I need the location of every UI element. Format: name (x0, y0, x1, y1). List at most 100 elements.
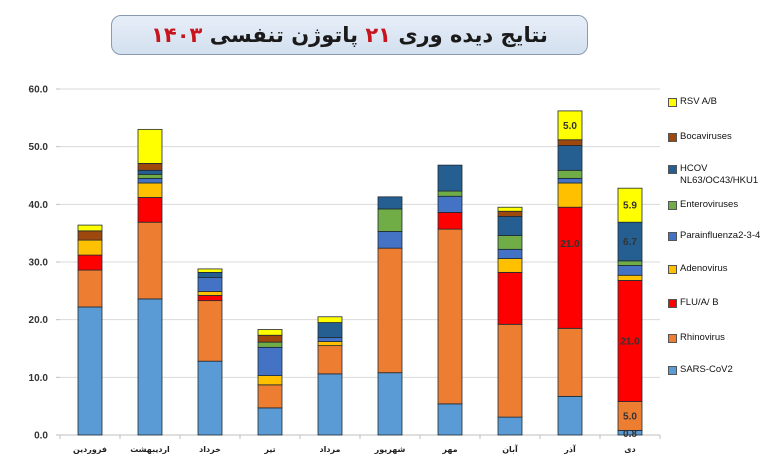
data-label: 21.0 (620, 337, 640, 348)
bar-segment (137, 182, 163, 198)
bar-segment (557, 145, 583, 171)
bar-segment (257, 384, 283, 409)
bar-segment (557, 139, 583, 146)
bar-segment (197, 360, 223, 436)
bar-segment (137, 177, 163, 184)
bar-segment (317, 316, 343, 323)
bar-segment (437, 195, 463, 213)
data-label: 21.0 (560, 239, 580, 250)
data-label: 5.9 (623, 201, 637, 212)
bar-segment (437, 164, 463, 192)
x-category-label: مرداد (320, 445, 341, 454)
chart-title-banner: نتایج دیده وری ۲۱ پاتوژن تنفسی ۱۴۰۳ (111, 15, 588, 55)
bar-segment (317, 345, 343, 375)
bar-segment (557, 182, 583, 208)
legend-item: RSV A/B (668, 96, 717, 108)
bar-segment (77, 230, 103, 241)
legend-swatch (668, 98, 677, 107)
bar-segment (557, 206, 583, 329)
data-label: 5.0 (623, 411, 637, 422)
bar-segment (617, 274, 643, 281)
y-tick-label: 0.0 (34, 431, 48, 442)
x-category-label: فروردین (73, 445, 107, 454)
legend-item: Parainfluenza2-3-4 (668, 230, 760, 242)
bar-segment (437, 190, 463, 197)
bar-segment (377, 247, 403, 374)
y-tick-label: 30.0 (29, 258, 49, 269)
bar-segment (497, 248, 523, 259)
bar-segment (497, 206, 523, 212)
bar-segment (137, 162, 163, 171)
bar-segment (77, 269, 103, 308)
bar-segment (77, 306, 103, 436)
bar-segment (317, 322, 343, 338)
bar-segment (497, 323, 523, 418)
bar-segment (437, 403, 463, 436)
legend-item: SARS-CoV2 (668, 364, 733, 376)
legend-label: FLU/A/ B (680, 297, 719, 308)
bar-segment (437, 228, 463, 405)
bar-segment (257, 341, 283, 348)
bar-segment (257, 329, 283, 336)
data-label: 0.8 (623, 429, 637, 440)
bar-segment (497, 216, 523, 236)
legend-item: Adenovirus (668, 263, 728, 275)
bar-segment (617, 265, 643, 276)
y-tick-label: 60.0 (29, 85, 49, 96)
legend-swatch (668, 232, 677, 241)
bar-segment (377, 231, 403, 249)
legend-label: Adenovirus (680, 263, 728, 274)
legend-label: RSV A/B (680, 96, 717, 107)
x-category-label: تیر (263, 445, 275, 454)
bar-segment (77, 224, 103, 232)
bar-segment (557, 177, 583, 184)
bar-segment (197, 291, 223, 296)
bar-segment (557, 169, 583, 179)
bar-segment (77, 239, 103, 256)
bar-segment (437, 212, 463, 230)
bar-segment (77, 254, 103, 271)
x-category-label: شهریور (374, 445, 406, 454)
bar-segment (497, 210, 523, 217)
legend-item: HCOV NL63/OC43/HKU1 (668, 163, 758, 187)
x-category-label: آبان (502, 444, 518, 454)
bar-segment (617, 221, 643, 262)
bar-segment (137, 221, 163, 300)
bar-segment (137, 169, 163, 175)
x-category-label: دی (624, 445, 635, 454)
title-part-2: پاتوژن تنفسی (209, 23, 359, 47)
legend-swatch (668, 165, 677, 174)
bar-segment (197, 277, 223, 292)
title-part-1: نتایج دیده وری (398, 23, 548, 47)
y-tick-label: 10.0 (29, 373, 49, 384)
x-category-label: آذر (563, 444, 576, 454)
legend-item: FLU/A/ B (668, 297, 719, 309)
bar-segment (377, 208, 403, 232)
bar-segment (257, 407, 283, 436)
bar-segment (257, 346, 283, 377)
bar-segment (497, 258, 523, 273)
data-label: 6.7 (623, 237, 637, 248)
bar-segment (377, 196, 403, 210)
bar-segment (197, 295, 223, 302)
data-label: 5.0 (563, 121, 577, 132)
bar-segment (317, 373, 343, 436)
bar-segment (377, 372, 403, 436)
bar-segment (257, 375, 283, 386)
legend-label: SARS-CoV2 (680, 364, 733, 375)
x-category-label: اردیبهشت (130, 445, 170, 454)
bar-segment (137, 173, 163, 179)
bar-segment (557, 395, 583, 436)
y-tick-label: 20.0 (29, 315, 49, 326)
legend-item: Bocaviruses (668, 131, 732, 143)
bar-segment (497, 416, 523, 436)
legend-item: Rhinovirus (668, 332, 725, 344)
bar-segment (257, 334, 283, 343)
legend-label: Parainfluenza2-3-4 (680, 230, 761, 241)
legend-label: Enteroviruses (680, 199, 739, 210)
bar-segment (557, 327, 583, 397)
y-tick-label: 50.0 (29, 142, 49, 153)
bar-segment (497, 271, 523, 325)
bar-segment (137, 128, 163, 164)
